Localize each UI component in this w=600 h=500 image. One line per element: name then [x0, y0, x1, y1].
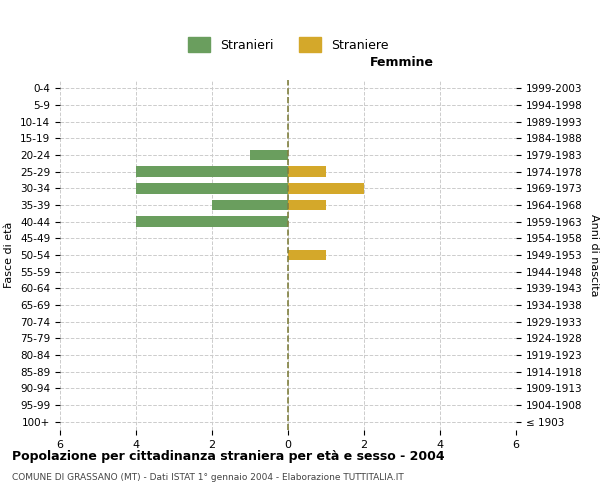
Text: COMUNE DI GRASSANO (MT) - Dati ISTAT 1° gennaio 2004 - Elaborazione TUTTITALIA.I: COMUNE DI GRASSANO (MT) - Dati ISTAT 1° … — [12, 472, 404, 482]
Bar — [136, 216, 288, 227]
Bar — [288, 250, 326, 260]
Y-axis label: Anni di nascita: Anni di nascita — [589, 214, 599, 296]
Bar — [250, 150, 288, 160]
Text: Popolazione per cittadinanza straniera per età e sesso - 2004: Popolazione per cittadinanza straniera p… — [12, 450, 445, 463]
Bar — [136, 166, 288, 177]
Bar — [212, 200, 288, 210]
Bar — [288, 166, 326, 177]
Bar — [136, 183, 288, 194]
Bar — [288, 200, 326, 210]
Text: Femmine: Femmine — [370, 56, 434, 70]
Legend: Stranieri, Straniere: Stranieri, Straniere — [187, 37, 389, 52]
Bar — [288, 183, 364, 194]
Y-axis label: Fasce di età: Fasce di età — [4, 222, 14, 288]
